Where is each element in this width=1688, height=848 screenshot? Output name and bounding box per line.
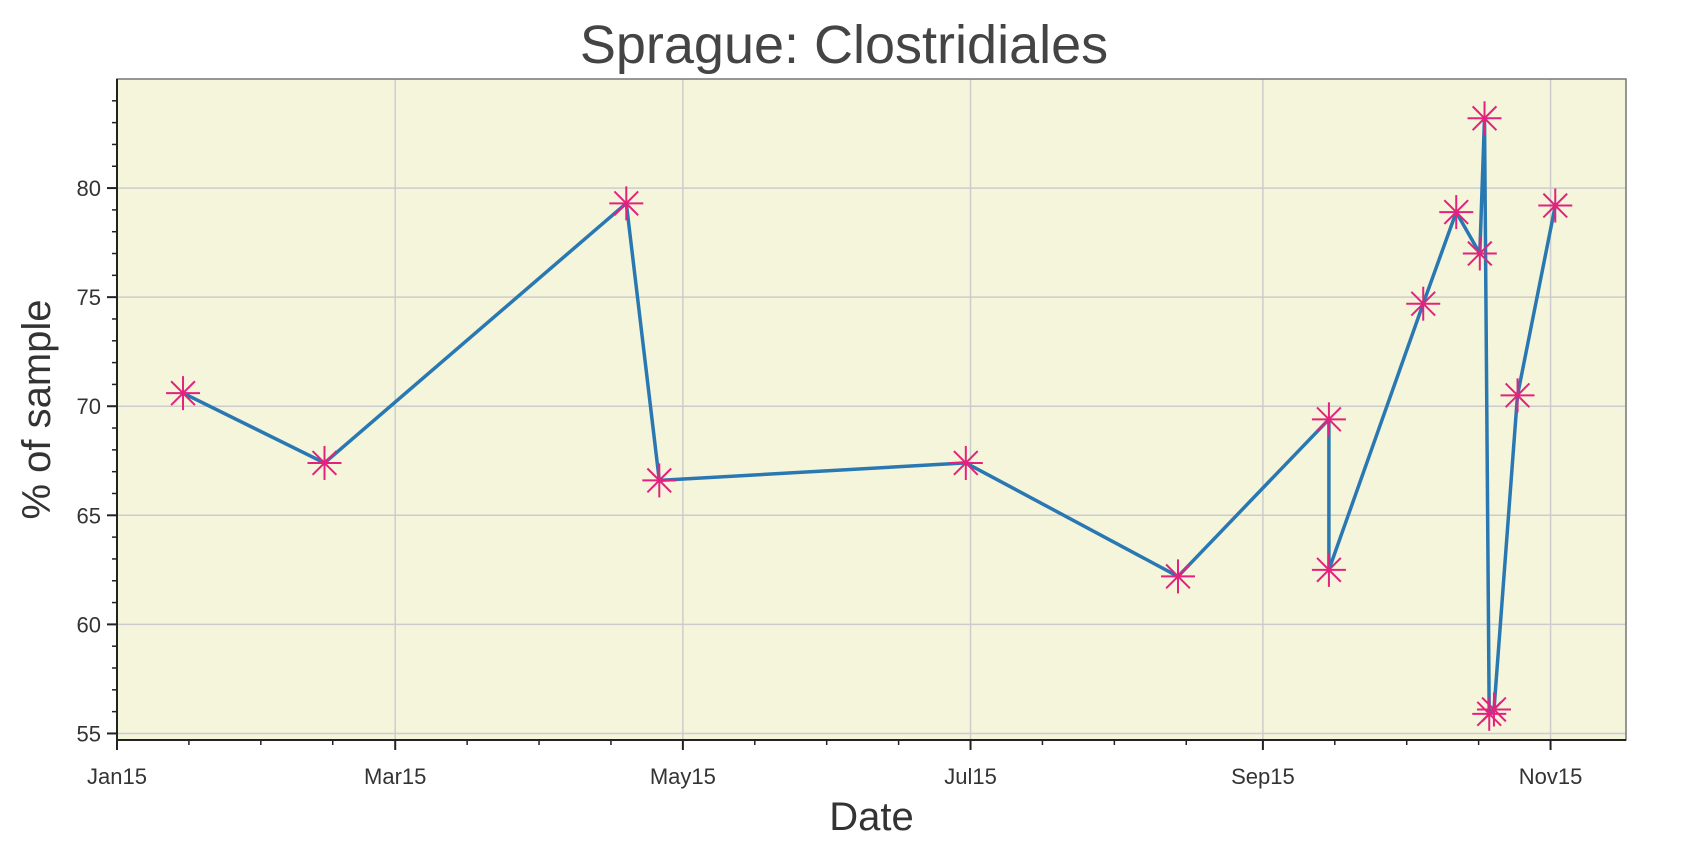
data-point [1467, 101, 1502, 136]
data-point [1538, 188, 1573, 223]
x-tick-label: Jul15 [944, 764, 997, 789]
data-point [1311, 552, 1346, 587]
data-point [948, 445, 983, 480]
data-point [1500, 378, 1535, 413]
y-axis-title: % of sample [15, 299, 59, 519]
y-tick-label: 65 [77, 503, 101, 528]
y-tick-label: 55 [77, 721, 101, 746]
data-point [1406, 286, 1441, 321]
data-point [609, 186, 644, 221]
x-tick-label: Jan15 [87, 764, 147, 789]
data-point [1161, 559, 1196, 594]
y-tick-label: 80 [77, 176, 101, 201]
data-point [1476, 692, 1511, 727]
x-tick-label: May15 [650, 764, 716, 789]
y-tick-label: 75 [77, 285, 101, 310]
y-tick-label: 70 [77, 394, 101, 419]
plot-area [117, 79, 1626, 740]
x-tick-label: Sep15 [1231, 764, 1295, 789]
x-axis-title: Date [829, 795, 914, 839]
data-point [166, 376, 201, 411]
y-tick-label: 60 [77, 612, 101, 637]
data-point [1462, 236, 1497, 271]
data-point [1439, 195, 1474, 230]
data-point [642, 463, 677, 498]
x-tick-label: Nov15 [1519, 764, 1583, 789]
chart-title: Sprague: Clostridiales [579, 15, 1109, 75]
x-tick-label: Mar15 [364, 764, 426, 789]
data-point [1311, 402, 1346, 437]
data-point [307, 445, 342, 480]
